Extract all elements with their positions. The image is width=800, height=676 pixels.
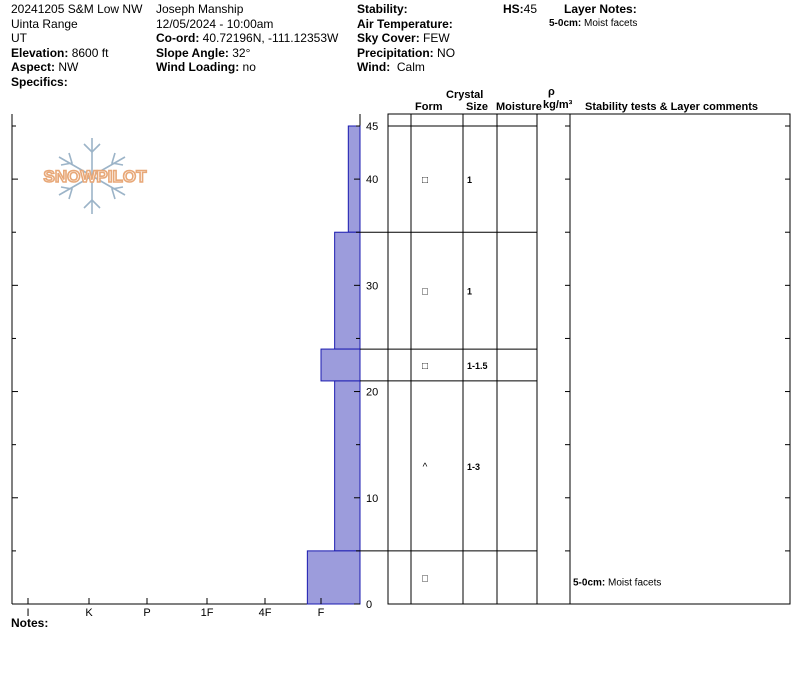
layer-comment: 5-0cm: Moist facets <box>573 577 661 588</box>
snowflake-icon: SNOWPILOT <box>43 138 148 214</box>
rho-header: ρ <box>548 86 555 98</box>
layer-size: 1 <box>467 175 472 185</box>
axis-ticks: 0 10 20 30 40 45 I K P 1F 4F F <box>12 121 790 619</box>
table-border <box>387 113 791 605</box>
depth-tick-label: 40 <box>366 174 378 186</box>
aspect-row: Aspect: NW <box>11 60 142 75</box>
hardness-tick-label: F <box>318 607 325 619</box>
layer-notes-label: Layer Notes: <box>564 2 637 16</box>
precip-value: NO <box>437 45 456 60</box>
layer-form: ^ <box>423 462 428 473</box>
state-name: UT <box>11 31 27 45</box>
logo-text: SNOWPILOT <box>44 167 148 186</box>
layer-form: □ <box>422 175 428 186</box>
size-header: Size <box>466 101 489 113</box>
weather-block: Stability: Air Temperature: Sky Cover: F… <box>357 2 455 75</box>
hardness-tick-label: P <box>143 607 150 619</box>
layer-form: □ <box>422 287 428 298</box>
layer-size: 1-3 <box>467 462 480 472</box>
hardness-bar <box>320 348 361 382</box>
snowpilot-logo: SNOWPILOT <box>30 135 160 217</box>
elevation-row: Elevation: 8600 ft <box>11 46 142 61</box>
aspect-value: NW <box>58 60 79 74</box>
observer-block: Joseph Manship 12/05/2024 - 10:00am Co-o… <box>156 2 338 75</box>
location-block: 20241205 S&M Low NW Uinta Range UT Eleva… <box>11 2 142 75</box>
crystal-header: Crystal <box>446 89 484 101</box>
hs-label: HS: <box>503 2 524 16</box>
stability-row: Stability: <box>357 2 455 17</box>
range-name: Uinta Range <box>11 16 78 31</box>
air-temp-label: Air Temperature: <box>357 16 453 31</box>
wind-loading-value: no <box>242 60 256 74</box>
stability-tests-header: Stability tests & Layer comments <box>585 101 759 113</box>
pit-name: 20241205 S&M Low NW <box>11 2 143 16</box>
sky-row: Sky Cover: FEW <box>357 31 455 46</box>
stability-label: Stability: <box>357 2 408 16</box>
layer-form: □ <box>422 361 428 372</box>
hardness-bar <box>334 380 361 552</box>
elevation-value: 8600 ft <box>71 45 109 60</box>
precip-label: Precipitation: <box>357 45 434 60</box>
specifics-label: Specifics: <box>11 75 68 89</box>
air-temp-row: Air Temperature: <box>357 17 455 32</box>
aspect-label: Aspect: <box>11 60 56 74</box>
hs-row: HS:45 <box>503 2 537 17</box>
wind-value: Calm <box>396 60 425 74</box>
layer-table: □ 1 □ 1 □ 1-1.5 ^ 1-3 □ 5-0cm: Moist facets <box>360 113 791 605</box>
slope-value: 32° <box>232 45 251 60</box>
hardness-bars <box>306 125 361 605</box>
hs-value: 45 <box>523 2 538 16</box>
hardness-tick-label: 4F <box>259 607 272 619</box>
notes-label: Notes: <box>11 616 49 630</box>
hardness-tick-label: 1F <box>201 607 214 619</box>
layer-notes-depth: 5-0cm: <box>549 18 582 29</box>
wind-loading-label: Wind Loading: <box>156 60 240 74</box>
wind-loading-row: Wind Loading: no <box>156 60 338 75</box>
moisture-header: Moisture <box>496 101 542 113</box>
layer-form: □ <box>422 573 428 584</box>
wind-row: Wind: Calm <box>357 60 455 75</box>
depth-tick-label: 30 <box>366 280 378 292</box>
hardness-bar <box>306 550 361 605</box>
coord-row: Co-ord: 40.72196N, -111.12353W <box>156 31 338 46</box>
precip-row: Precipitation: NO <box>357 46 455 61</box>
hardness-bar <box>334 231 361 350</box>
observer-name: Joseph Manship <box>156 2 244 16</box>
hardness-tick-label: K <box>85 607 93 619</box>
depth-tick-label: 10 <box>366 493 378 505</box>
depth-tick-label: 45 <box>366 121 378 133</box>
sky-label: Sky Cover: <box>357 31 420 45</box>
sky-value: FEW <box>423 31 450 45</box>
depth-tick-label: 20 <box>366 387 378 399</box>
density-header: kg/m³ <box>543 99 573 111</box>
coord-value: 40.72196N, -111.12353W <box>202 31 339 45</box>
layer-notes-entry: 5-0cm: Moist facets <box>549 17 637 32</box>
slope-row: Slope Angle: 32° <box>156 46 338 61</box>
profile-frame <box>11 114 361 605</box>
layer-size: 1-1.5 <box>467 361 488 371</box>
form-header: Form <box>415 101 443 113</box>
layer-notes-text: Moist facets <box>584 18 638 29</box>
hardness-tick-label: I <box>26 607 29 619</box>
layer-size: 1 <box>467 287 472 297</box>
slope-label: Slope Angle: <box>156 45 229 60</box>
coord-label: Co-ord: <box>156 31 200 45</box>
wind-label: Wind: <box>357 60 391 74</box>
date-time: 12/05/2024 - 10:00am <box>156 16 274 31</box>
elevation-label: Elevation: <box>11 45 69 60</box>
depth-tick-label: 0 <box>366 599 372 611</box>
